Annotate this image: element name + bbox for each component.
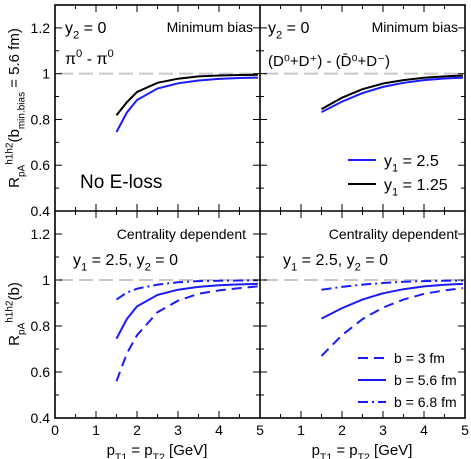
legend-label: b = 6.8 fm <box>394 394 457 410</box>
y-tick-label: 0.6 <box>31 364 51 380</box>
x-axis-label: pT1 = pT2 [GeV] <box>107 442 208 459</box>
series-line-bottom-right-2 <box>321 279 463 291</box>
y-tick-label: 1 <box>42 66 50 82</box>
legend-label: b = 5.6 fm <box>394 372 457 388</box>
x-tick-label: 0 <box>51 422 59 438</box>
x-tick-label: 4 <box>215 422 223 438</box>
tick-marks <box>54 4 466 419</box>
panel-title-bottom-left: Centrality dependent <box>117 226 246 242</box>
x-tick-label: 5 <box>256 422 264 438</box>
x-tick-label: 2 <box>338 422 346 438</box>
y-tick-label: 1 <box>42 272 50 288</box>
panel-note-rapidity: y1 = 2.5, y2 = 0 <box>73 252 178 274</box>
panel-title-top-right: Minimum bias <box>372 19 458 35</box>
panel-note-rapidity: y2 = 0 <box>65 20 106 42</box>
panel-note-dmeson: (D⁰+D⁺) - (D̄⁰+D⁻) <box>268 53 390 70</box>
panel-note-no-eloss: No E-loss <box>80 172 162 193</box>
legend-label: y1 = 2.5 <box>384 153 439 175</box>
y-tick-label: 0.4 <box>31 410 51 426</box>
panel-note-rapidity: y1 = 2.5, y2 = 0 <box>283 252 388 274</box>
x-tick-label: 5 <box>461 422 469 438</box>
reference-lines <box>59 72 461 281</box>
y-tick-label: 0.8 <box>31 318 51 334</box>
panel-note-rapidity: y2 = 0 <box>268 20 309 42</box>
x-axis-label: pT1 = pT2 [GeV] <box>312 442 413 459</box>
series-line-bottom-left-2 <box>115 279 258 301</box>
x-tick-label: 2 <box>133 422 141 438</box>
text-layer: 0.4 0.6 0.8 1 1.2 0.4 0.6 0.8 1 1.2 0 1 2 3 4 5 1 2 3 4 5 pT1… <box>4 19 469 459</box>
series-line-top-left-1 <box>115 73 258 116</box>
y-axis-label-top: RpAh1h2(bmin.bias = 5.6 fm) <box>4 28 27 188</box>
series-layer <box>115 73 464 403</box>
series-line-top-left-0 <box>115 76 258 133</box>
series-line-bottom-left-1 <box>115 282 258 340</box>
y-tick-label: 1.2 <box>31 226 51 242</box>
panel-note-pion: π0 - π0 <box>65 48 114 68</box>
panel-title-bottom-right: Centrality dependent <box>329 226 458 242</box>
series-line-bottom-left-0 <box>115 285 258 382</box>
panel-title-top-left: Minimum bias <box>167 19 253 35</box>
y-tick-label: 0.4 <box>31 203 51 219</box>
x-tick-label: 4 <box>420 422 428 438</box>
y-tick-label: 0.6 <box>31 157 51 173</box>
legend-label: y1 = 1.25 <box>384 177 448 199</box>
x-tick-label: 1 <box>297 422 305 438</box>
x-tick-label: 1 <box>92 422 100 438</box>
y-axis-label-bottom: RpAh1h2(b) <box>4 282 27 346</box>
y-tick-label: 1.2 <box>31 20 51 36</box>
x-tick-label: 3 <box>174 422 182 438</box>
x-tick-label: 3 <box>379 422 387 438</box>
y-tick-label: 0.8 <box>31 111 51 127</box>
series-line-bottom-right-1 <box>321 282 463 320</box>
legend-label: b = 3 fm <box>394 350 445 366</box>
series-line-bottom-right-0 <box>320 287 464 357</box>
series-line-top-right-1 <box>321 74 463 110</box>
series-line-top-right-0 <box>321 76 463 113</box>
